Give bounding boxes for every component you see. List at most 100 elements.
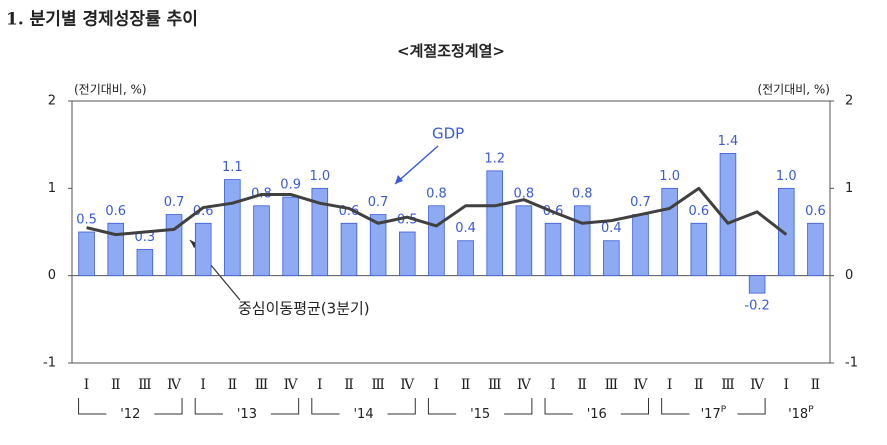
y2-tick-label: 1 [845,181,853,196]
group-bracket [661,398,766,415]
y-tick-label: 0 [48,268,56,283]
x-tick-label: Ⅰ [200,377,206,393]
bar [486,170,504,277]
x-tick-label: Ⅱ [577,377,587,393]
x-tick-label: Ⅲ [488,377,502,393]
chart-title: 1. 분기별 경제성장률 추이 [6,10,198,30]
bar [777,187,795,277]
value-label: 0.4 [601,221,622,236]
group-label: '14 [353,407,373,422]
bar [282,196,299,277]
value-label: 1.0 [659,169,680,184]
value-label: 0.6 [688,204,709,219]
bar [807,222,824,277]
x-tick-label: Ⅱ [228,377,238,393]
value-label: 0.8 [572,186,593,201]
x-tick-label: Ⅰ [667,377,673,393]
group-sup: P [808,405,814,415]
group-label: '18P [788,405,814,422]
gdp-annotation: GDP [432,125,464,143]
value-label: -0.2 [744,299,769,314]
group-year: '15 [470,407,490,422]
value-label: 0.9 [280,178,301,193]
x-tick-label: Ⅳ [400,377,415,393]
x-tick-label: Ⅳ [284,377,299,393]
x-tick-label: Ⅱ [811,377,821,393]
bar [603,240,620,277]
value-label: 0.5 [397,213,418,228]
group-label: '16 [587,407,607,422]
bar [398,231,416,277]
value-label: 1.4 [718,134,739,149]
bar [253,205,270,277]
group-label: '15 [470,407,490,422]
group-year: '12 [120,407,140,422]
gdp-arrowhead [395,175,403,184]
bar [194,222,212,277]
y2-tick-label: 0 [845,268,853,283]
bar [457,240,474,277]
y-tick-label: -1 [43,356,56,371]
bar [107,222,125,277]
group-year: '17 [701,407,721,422]
value-label: 0.8 [426,186,447,201]
x-tick-label: Ⅲ [138,377,152,393]
x-tick-label: Ⅳ [167,377,182,393]
y-axis-label: (전기대비, %) [74,83,147,97]
value-label: 0.7 [368,195,389,210]
ma-arrowhead [190,240,199,248]
x-tick-label: Ⅰ [84,377,90,393]
bar [311,187,329,277]
bar [661,187,678,277]
bar [369,214,387,277]
x-tick-label: Ⅱ [694,377,704,393]
group-label: '12 [120,407,140,422]
x-tick-label: Ⅲ [721,377,735,393]
x-tick-label: Ⅱ [344,377,354,393]
plot-frame [71,100,831,364]
value-label: 0.7 [164,195,185,210]
value-label: 0.7 [630,195,651,210]
bar [515,205,533,277]
x-tick-label: Ⅱ [461,377,471,393]
value-label: 0.6 [105,204,126,219]
y2-tick-label: -1 [845,356,858,371]
gdp-arrow [394,145,439,185]
group-bracket [194,398,300,415]
ma-annotation: 중심이동평균(3분기) [238,300,370,318]
bar [136,249,154,277]
value-label: 1.2 [484,151,505,166]
group-label: '13 [237,407,257,422]
y2-axis-label: (전기대비, %) [757,83,830,97]
group-year: '14 [353,407,373,422]
bar [544,222,562,277]
line [86,186,788,237]
group-year: '13 [237,407,257,422]
x-tick-label: Ⅳ [750,377,765,393]
group-bracket [311,398,416,415]
chart-subtitle: <계절조정계열> [397,42,505,60]
group-year: '18 [788,407,808,422]
y-tick-label: 2 [48,94,56,109]
group-bracket [427,398,533,415]
value-label: 1.0 [776,169,797,184]
value-label: 0.8 [514,186,535,201]
bar [632,214,649,277]
bar [428,205,445,277]
group-year: '16 [587,407,607,422]
value-label: 0.6 [805,204,826,219]
bar [573,205,591,277]
bar [224,179,241,277]
group-label: '17P [701,405,727,422]
y2-tick-label: 2 [845,94,853,109]
value-label: 0.4 [455,221,476,236]
x-tick-label: Ⅳ [517,377,532,393]
bar [78,231,95,277]
group-sup: P [721,405,727,415]
value-label: 1.1 [222,160,243,175]
x-tick-label: Ⅳ [634,377,649,393]
value-label: 0.5 [76,213,97,228]
group-bracket [78,398,183,415]
bar [748,275,766,294]
